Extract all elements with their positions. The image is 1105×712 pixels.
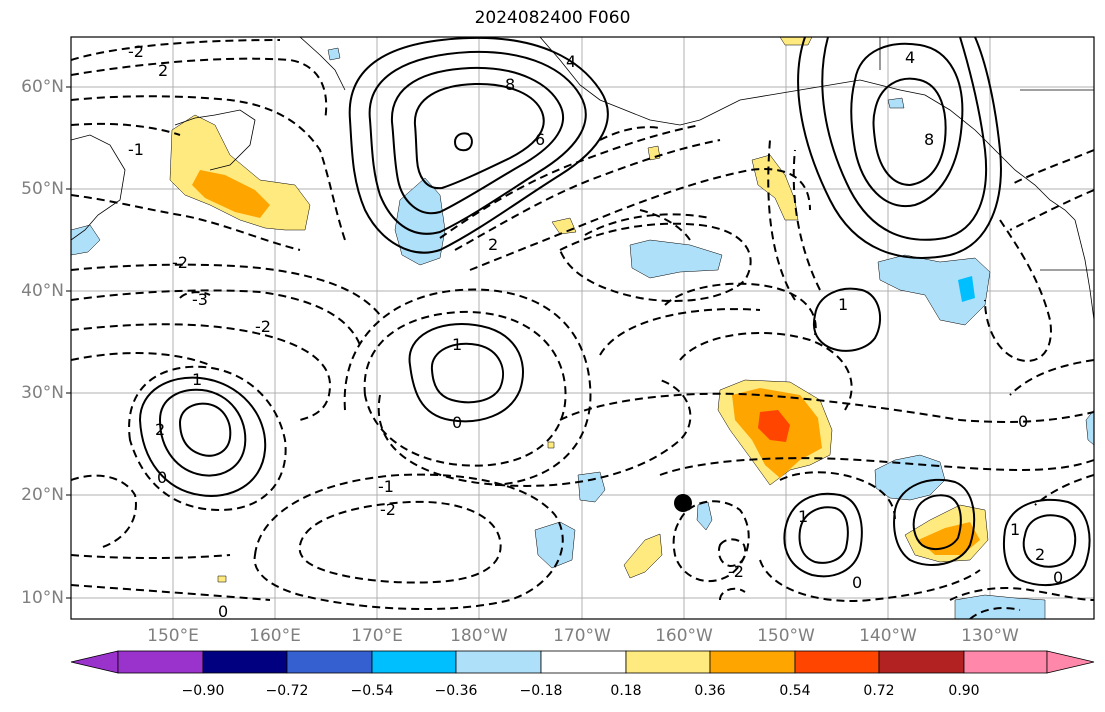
colorbar-label: 0.54 <box>779 683 811 699</box>
colorbar-segment <box>371 650 457 674</box>
west-negative-anomaly <box>71 224 101 256</box>
location-marker <box>674 494 692 512</box>
lon-label: 180°W <box>450 626 508 646</box>
contour-label: -2 <box>255 317 271 336</box>
subtrop-red <box>758 410 790 442</box>
contour-label: 8 <box>924 130 934 149</box>
contour-label: -2 <box>380 500 396 519</box>
kamchatka-core <box>192 170 270 218</box>
colorbar-segment <box>963 650 1048 674</box>
contour-label: 0 <box>218 602 228 621</box>
hawaii-neg-2 <box>534 521 576 569</box>
colorbar <box>70 650 1095 674</box>
colorbar-label: −0.72 <box>265 683 309 699</box>
colorbar-label: 0.36 <box>694 683 726 699</box>
contour-labels: -2 2 -1 8 6 4 2 8 4 1 0 1 2 0 -1 -2 -2 1… <box>128 42 1063 621</box>
contour-label: 2 <box>155 420 165 439</box>
tiny-pos-3 <box>217 575 227 583</box>
lon-label: 130°W <box>961 626 1019 646</box>
hawaii-neg-1 <box>577 471 606 503</box>
contour-label: 0 <box>1053 568 1063 587</box>
contour-label: -1 <box>128 140 144 159</box>
colorbar-segment <box>202 650 288 674</box>
lon-label: 150°E <box>147 626 199 646</box>
colorbar-segment <box>878 650 965 674</box>
alaska-blue-dot <box>887 97 905 109</box>
lat-label: 10°N <box>21 588 64 608</box>
contour-label: 0 <box>1018 412 1028 431</box>
south-positive <box>623 533 663 579</box>
lat-label: 40°N <box>21 281 64 301</box>
contour-label: 4 <box>905 48 915 67</box>
ne-negative-anomaly <box>877 254 991 326</box>
small-positive-blob <box>551 217 577 235</box>
colorbar-segment <box>625 650 711 674</box>
colorbar-segment <box>286 650 373 674</box>
contour-label: 1 <box>1010 520 1020 539</box>
colorbar-label: 0.90 <box>948 683 980 699</box>
lat-label: 60°N <box>21 77 64 97</box>
contour-label: 1 <box>798 507 808 526</box>
colorbar-label: 0.72 <box>863 683 895 699</box>
kamchatka-positive-anomaly <box>169 114 311 231</box>
map-title: 2024082400 F060 <box>474 8 631 28</box>
contour-label: -2 <box>128 42 144 61</box>
ne-negative-core <box>958 276 975 302</box>
neg-blob-mid <box>629 239 723 279</box>
colorbar-segment <box>794 650 880 674</box>
contour-label: -1 <box>378 477 394 496</box>
hawaii-neg-3 <box>696 501 713 531</box>
tiny-pos-4 <box>779 37 813 46</box>
colorbar-extend-low <box>70 650 119 674</box>
contour-label: -2 <box>172 253 188 272</box>
lon-label: 170°W <box>553 626 611 646</box>
colorbar-label: −0.36 <box>434 683 478 699</box>
lat-label: 30°N <box>21 383 64 403</box>
contour-label: 2 <box>158 61 168 80</box>
colorbar-extend-high <box>1046 650 1095 674</box>
contour-label: 1 <box>452 335 462 354</box>
contour-label: 0 <box>452 413 462 432</box>
colorbar-label: −0.18 <box>519 683 563 699</box>
contour-label: -3 <box>192 290 208 309</box>
east-positive-core <box>918 522 980 555</box>
far-east-neg <box>1085 409 1094 446</box>
colorbar-segment <box>455 650 542 674</box>
colorbar-segment <box>540 650 627 674</box>
contour-label: 2 <box>488 235 498 254</box>
contour-label: 4 <box>566 52 576 71</box>
negative-contours <box>71 39 1094 619</box>
lon-label: 150°W <box>757 626 815 646</box>
colorbar-segment <box>117 650 204 674</box>
contour-label: 2 <box>1035 545 1045 564</box>
lat-label: 20°N <box>21 485 64 505</box>
contour-label: 8 <box>505 75 515 94</box>
kamchatka-blue-dot <box>327 47 341 61</box>
contour-label: 1 <box>838 295 848 314</box>
lon-label: 160°E <box>249 626 301 646</box>
tick-marks <box>66 86 71 599</box>
colorbar-segment <box>709 650 796 674</box>
colorbar-label: −0.54 <box>350 683 394 699</box>
contour-label: 6 <box>535 130 545 149</box>
coastlines <box>71 37 1094 321</box>
contour-label: -2 <box>728 562 744 581</box>
positive-contours <box>138 37 1091 586</box>
colorbar-label: −0.90 <box>181 683 225 699</box>
colorbar-label: 0.18 <box>610 683 642 699</box>
contour-label: 0 <box>852 573 862 592</box>
gulf-positive-anomaly <box>751 154 799 221</box>
map-frame <box>70 36 1095 620</box>
contour-label: 1 <box>192 370 202 389</box>
contour-label: 0 <box>157 468 167 487</box>
lat-label: 50°N <box>21 179 64 199</box>
lon-label: 160°W <box>655 626 713 646</box>
se-neg <box>954 594 1046 619</box>
lon-label: 170°E <box>351 626 403 646</box>
tiny-pos-2 <box>547 441 555 449</box>
lon-label: 140°W <box>859 626 917 646</box>
